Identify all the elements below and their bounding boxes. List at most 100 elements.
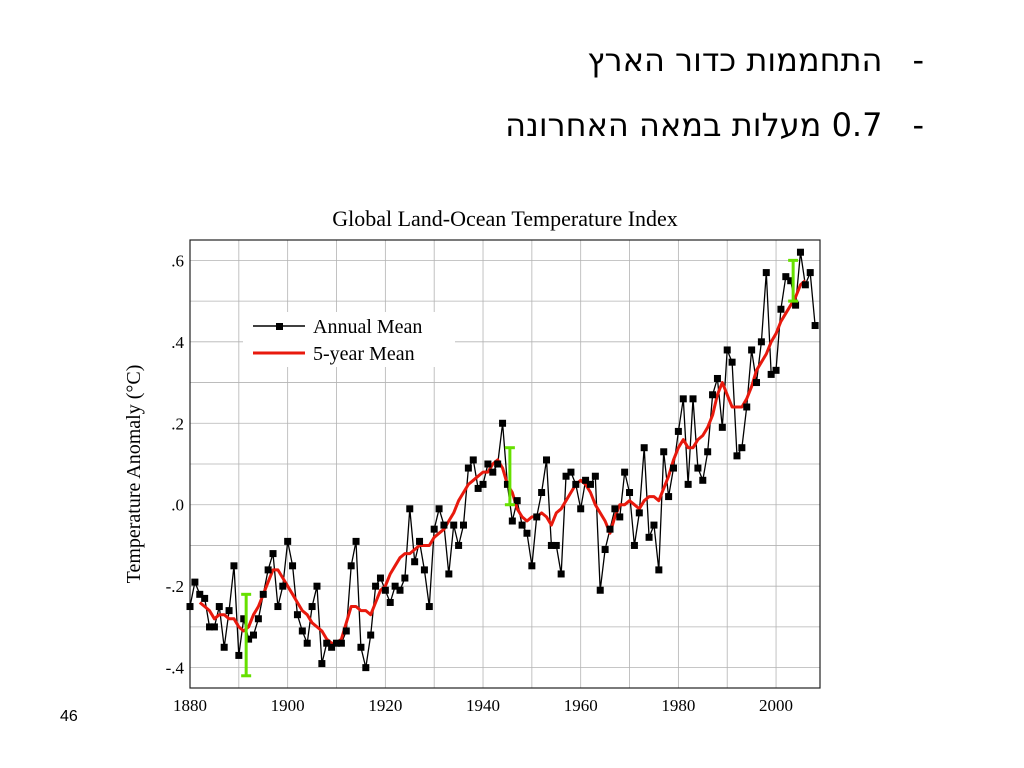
annual-mean-point [655,566,663,574]
annual-mean-point [196,590,204,598]
y-tick-label: .4 [171,333,184,352]
legend: Annual Mean 5-year Mean [243,312,455,367]
annual-mean-point [459,521,467,529]
annual-mean-point [435,505,443,513]
y-tick-label: .6 [171,251,184,270]
annual-mean-point [733,452,741,460]
annual-mean-point [201,594,209,602]
annual-mean-point [381,586,389,594]
annual-mean-point [596,586,604,594]
annual-mean-point [704,448,712,456]
x-tick-label: 1960 [564,696,598,715]
annual-mean-point [606,525,614,533]
annual-mean-point [621,468,629,476]
annual-mean-point [328,643,336,651]
annual-mean-point [762,269,770,277]
annual-mean-point [386,598,394,606]
annual-mean-point [469,456,477,464]
annual-mean-point [425,603,433,611]
annual-mean-point [357,643,365,651]
legend-5yr-label: 5-year Mean [313,343,415,365]
annual-mean-point [528,562,536,570]
annual-mean-point [650,521,658,529]
annual-mean-point [230,562,238,570]
annual-mean-point [679,395,687,403]
annual-mean-point [567,468,575,476]
annual-mean-point [591,472,599,480]
annual-mean-point [772,366,780,374]
annual-mean-point [411,558,419,566]
annual-mean-point [801,281,809,289]
annual-mean-point [225,607,233,615]
annual-mean-point [538,489,546,497]
annual-mean-point [738,444,746,452]
annual-mean-point [401,574,409,582]
annual-mean-point [728,358,736,366]
annual-mean-point [269,550,277,558]
annual-mean-point [186,603,194,611]
annual-mean-point [611,505,619,513]
annual-mean-point [489,468,497,476]
annual-mean-point [474,484,482,492]
annual-mean-point [308,603,316,611]
annual-mean-point [586,480,594,488]
annual-mean-point [518,521,526,529]
annual-mean-point [293,611,301,619]
legend-annual-marker [276,323,283,330]
chart-title: Global Land-Ocean Temperature Index [332,206,678,231]
annual-mean-point [318,660,326,668]
annual-mean-point [694,464,702,472]
annual-mean-point [626,489,634,497]
annual-mean-point [684,480,692,488]
annual-mean-point [665,493,673,501]
annual-mean-point [552,541,560,549]
axis-ticks: 1880 1900 1920 1940 1960 1980 2000 -.4 -.2 .0 .2 .4… [166,251,793,715]
annual-mean-point [533,513,541,521]
annual-mean-point [543,456,551,464]
annual-mean-point [220,643,228,651]
annual-mean-point [372,582,380,590]
annual-mean-point [333,639,341,647]
annual-mean-point [743,403,751,411]
annual-mean-point [669,464,677,472]
annual-mean-point [323,639,331,647]
annual-mean-point [254,615,262,623]
legend-box [243,312,455,367]
annual-mean-point [748,346,756,354]
annual-mean-point [713,374,721,382]
annual-mean-point [347,562,355,570]
y-tick-label: .0 [171,496,184,515]
annual-mean-point [264,566,272,574]
annual-mean-point [396,586,404,594]
x-tick-label: 1920 [368,696,402,715]
annual-mean-point [450,521,458,529]
annual-mean-point [787,277,795,285]
annual-mean-point [484,460,492,468]
annual-mean-point [777,305,785,313]
grid-lines [189,240,820,688]
annual-mean-point [206,623,214,631]
annual-mean-point [235,651,243,659]
x-tick-label: 1980 [661,696,695,715]
bullet-2-text: 0.7 מעלות במאה האחרונה [505,106,883,144]
annual-mean-point [562,472,570,480]
x-tick-label: 1900 [271,696,305,715]
annual-mean-point [376,574,384,582]
annual-mean-point [582,476,590,484]
annual-mean-point [572,480,580,488]
slide-number: 46 [60,708,78,725]
x-tick-label: 2000 [759,696,793,715]
y-tick-label: .2 [171,414,184,433]
annual-mean-point [616,513,624,521]
annual-mean-point [464,464,472,472]
annual-mean-point [440,521,448,529]
annual-mean-point [249,631,257,639]
annual-mean-point [362,664,370,672]
annual-mean-point [289,562,297,570]
annual-mean-point [215,603,223,611]
annual-mean-point [430,525,438,533]
annual-mean-point [279,582,287,590]
annual-mean-point [547,541,555,549]
annual-mean-point [313,582,321,590]
